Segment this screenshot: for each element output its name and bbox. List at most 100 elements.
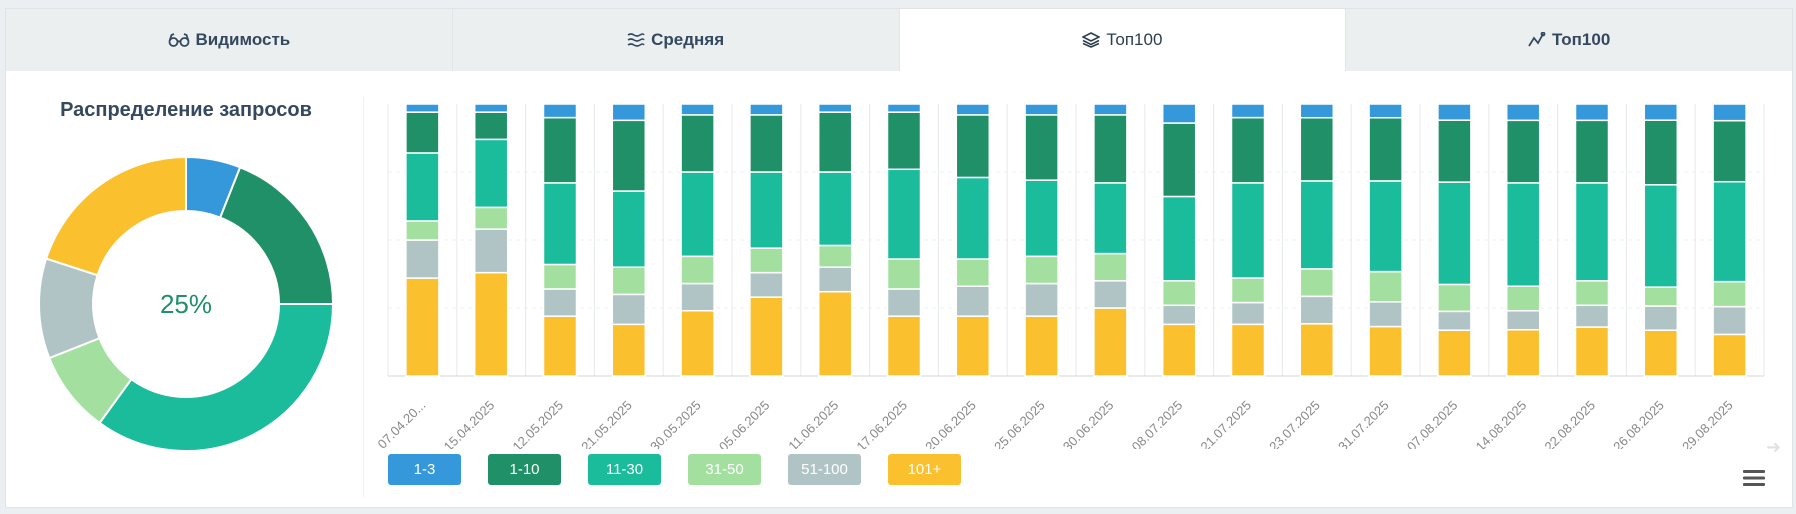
bar-segment-1-10[interactable] [611,119,647,192]
bar-segment-1-3[interactable] [1299,103,1335,119]
bar-segment-31-50[interactable] [749,247,784,274]
legend-item-31-50[interactable]: 31-50 [688,454,761,485]
bar-segment-1-10[interactable] [1368,116,1403,182]
bar-segment-1-10[interactable] [680,114,715,173]
bar-segment-1-10[interactable] [1437,119,1472,183]
bar-segment-101+[interactable] [1437,329,1472,377]
bar-segment-101+[interactable] [405,277,440,377]
bar-segment-31-50[interactable] [1643,286,1679,307]
bar-segment-51-100[interactable] [955,285,991,317]
bar-segment-11-30[interactable] [680,171,715,258]
bar-segment-51-100[interactable] [1505,309,1541,331]
bar-segment-51-100[interactable] [1299,295,1335,325]
bar-segment-1-10[interactable] [955,114,991,179]
bar-segment-101+[interactable] [1024,315,1059,377]
bar-segment-101+[interactable] [1299,323,1335,377]
bar-segment-31-50[interactable] [1024,255,1059,285]
bar-segment-11-30[interactable] [611,190,647,268]
bar-segment-51-100[interactable] [1712,305,1747,336]
bar-segment-1-10[interactable] [817,111,853,173]
bar-segment-1-10[interactable] [1643,119,1679,186]
bar-segment-31-50[interactable] [1712,280,1747,308]
bar-segment-101+[interactable] [886,315,922,377]
bar-segment-51-100[interactable] [886,288,922,317]
bar-segment-1-3[interactable] [955,103,991,116]
bar-segment-31-50[interactable] [405,220,440,241]
bar-segment-31-50[interactable] [955,258,991,287]
bar-segment-11-30[interactable] [1230,182,1266,279]
bar-segment-11-30[interactable] [1161,195,1197,282]
bar-segment-1-3[interactable] [749,103,784,116]
bar-segment-51-100[interactable] [749,271,784,298]
bar-segment-11-30[interactable] [1712,180,1747,283]
bar-segment-51-100[interactable] [1643,305,1679,331]
bar-segment-1-10[interactable] [1093,114,1128,184]
bar-segment-101+[interactable] [817,290,853,377]
bar-segment-101+[interactable] [680,309,715,377]
bar-segment-101+[interactable] [1230,323,1266,377]
bar-segment-51-100[interactable] [542,288,578,317]
bar-segment-101+[interactable] [542,315,578,377]
bar-segment-1-10[interactable] [1299,116,1335,182]
bar-segment-1-3[interactable] [1643,103,1679,121]
bar-segment-31-50[interactable] [817,244,853,268]
bar-segment-1-3[interactable] [473,103,509,113]
bar-segment-31-50[interactable] [473,206,509,230]
bar-segment-1-3[interactable] [1712,103,1747,122]
bar-segment-1-3[interactable] [542,103,578,119]
menu-icon[interactable] [1743,469,1765,492]
bar-segment-1-3[interactable] [405,103,440,113]
bar-segment-1-10[interactable] [1024,114,1059,181]
tab-top100-trend[interactable]: Топ100 [1346,9,1792,71]
donut-slice-11-30[interactable] [98,303,335,452]
tab-average[interactable]: Средняя [452,9,900,71]
bar-segment-1-3[interactable] [1024,103,1059,116]
bar-segment-1-3[interactable] [1505,103,1541,122]
bar-segment-11-30[interactable] [1093,182,1128,255]
bar-segment-101+[interactable] [611,323,647,377]
bar-segment-1-3[interactable] [1161,103,1197,124]
bar-segment-51-100[interactable] [1368,301,1403,328]
bar-segment-31-50[interactable] [1299,268,1335,298]
bar-segment-11-30[interactable] [1024,179,1059,258]
bar-segment-11-30[interactable] [886,168,922,260]
bar-segment-51-100[interactable] [611,293,647,326]
bar-segment-11-30[interactable] [1643,184,1679,288]
tab-top100-distribution[interactable]: Топ100 [899,9,1347,71]
bar-segment-1-3[interactable] [680,103,715,116]
bar-segment-51-100[interactable] [473,228,509,274]
donut-slice-1-10[interactable] [218,166,335,305]
bar-segment-1-10[interactable] [886,111,922,171]
bar-segment-1-10[interactable] [542,116,578,184]
bar-segment-1-10[interactable] [1230,116,1266,184]
bar-segment-51-100[interactable] [405,239,440,279]
bar-segment-51-100[interactable] [1161,304,1197,326]
bar-segment-101+[interactable] [473,271,509,377]
bar-segment-31-50[interactable] [1368,270,1403,303]
bar-segment-11-30[interactable] [1574,182,1610,282]
bar-segment-1-10[interactable] [1505,119,1541,184]
bar-segment-31-50[interactable] [542,263,578,290]
scroll-arrow-icon[interactable]: ➜ [1766,437,1782,457]
bar-segment-101+[interactable] [955,315,991,377]
bar-segment-1-3[interactable] [886,103,922,113]
bar-segment-11-30[interactable] [1505,182,1541,287]
bar-segment-1-10[interactable] [749,114,784,173]
bar-segment-101+[interactable] [1368,325,1403,377]
legend-item-1-3[interactable]: 1-3 [388,454,461,485]
bar-segment-51-100[interactable] [1093,280,1128,309]
bar-segment-101+[interactable] [1093,307,1128,377]
bar-segment-1-3[interactable] [611,103,647,122]
bar-segment-51-100[interactable] [1230,301,1266,326]
bar-segment-1-10[interactable] [405,111,440,154]
bar-segment-51-100[interactable] [1437,310,1472,331]
bar-segment-1-3[interactable] [1368,103,1403,119]
bar-segment-31-50[interactable] [886,258,922,290]
legend-item-1-10[interactable]: 1-10 [488,454,561,485]
bar-segment-11-30[interactable] [749,171,784,249]
bar-segment-1-10[interactable] [1574,119,1610,184]
bar-segment-1-3[interactable] [1093,103,1128,116]
bar-segment-1-3[interactable] [1437,103,1472,121]
bar-segment-101+[interactable] [1643,329,1679,377]
legend-item-11-30[interactable]: 11-30 [588,454,661,485]
